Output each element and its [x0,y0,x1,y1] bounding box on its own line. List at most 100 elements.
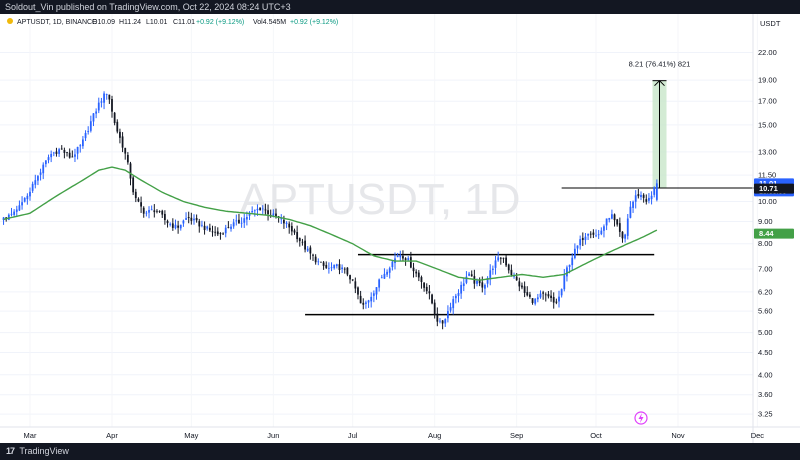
candle-body [103,93,105,103]
candle-body [111,99,113,112]
candle-body [142,207,145,214]
candle-body [362,302,365,305]
candle-body [592,232,595,235]
candle-body [92,113,95,122]
time-tick-label: Mar [24,431,37,440]
candle-body [290,226,293,232]
candle-body [327,267,330,269]
candle-body [613,214,616,221]
candle-body [579,239,582,246]
candle-body [224,227,227,234]
candle-body [441,320,444,324]
time-tick-label: Jul [348,431,358,440]
candle-body [116,121,119,132]
candle-body [486,278,489,284]
candle-body [383,273,386,279]
candle-body [539,293,542,298]
price-tick-label: 5.00 [758,328,773,337]
candle-body [409,257,412,268]
candle-body [15,209,18,212]
candle-body [478,279,481,284]
candle-body [285,222,288,224]
candle-body [357,287,359,295]
candle-body [232,222,235,227]
time-tick-label: Apr [106,431,118,440]
candle-body [283,219,285,224]
candle-body [126,154,129,163]
candle-body [248,213,251,216]
candle-body [121,136,124,148]
candle-body [621,231,624,239]
candle-body [333,264,336,269]
candle-body [404,258,407,260]
candle-body [420,277,423,283]
candle-body [558,296,560,302]
candle-body [47,157,50,161]
measure-label: 8.21 (76.41%) 821 [629,60,691,69]
price-tick-label: 3.25 [758,410,773,419]
candle-body [171,223,174,228]
candle-body [84,133,87,139]
candle-body [341,267,344,270]
candle-body [42,164,45,174]
candle-body [431,294,433,304]
legend-open: O10.09 [92,19,115,26]
candle-body [589,233,592,235]
candle-body [576,245,579,249]
candle-body [573,248,576,259]
level-price-tag-bg [754,183,794,194]
time-axis[interactable]: Mar Apr May Jun Jul Aug Sep Oct Nov Dec [0,426,800,440]
candle-body [507,264,510,271]
candle-body [74,154,76,157]
candle-body [190,217,193,221]
candle-body [547,294,550,297]
candle-body [515,276,518,281]
candle-body [447,311,449,319]
price-tick-label: 4.50 [758,348,773,357]
ma-price-tag-bg [754,228,794,239]
candle-body [18,205,21,211]
candle-body [63,149,66,153]
candle-body [206,226,209,229]
candle-body [26,195,29,200]
candle-body [261,208,264,210]
candle-body [634,195,637,202]
candle-body [449,307,452,311]
candle-body [481,282,484,288]
candle-body [462,283,465,286]
candle-body [222,233,224,235]
time-tick-label: Nov [671,431,685,440]
candle-body [470,274,473,277]
candle-body [581,237,584,241]
candle-body [288,223,291,228]
ma-price-tag-value: 8.44 [759,229,774,238]
price-tags: 11.0118:35:0610.718.44 [754,178,794,239]
candle-body [380,277,383,279]
candle-body [227,227,230,228]
alert-bolt-icon[interactable] [634,411,648,425]
candle-body [306,248,309,251]
candle-body [100,101,103,103]
candle-body [243,218,246,223]
candle-body [29,191,31,197]
candle-body [37,176,39,181]
candle-body [423,282,426,288]
time-tick-label: May [184,431,198,440]
candle-body [34,180,37,185]
candle-body [108,94,111,100]
candle-body [253,210,256,212]
price-axis[interactable]: 22.00 19.00 17.00 15.00 13.00 11.50 10.00 9.00 8… [752,14,777,443]
candle-body [439,320,441,322]
price-chart[interactable]: APTUSDT, 1D APTUSDT, 1D, BINANCE O10.09 … [0,14,800,443]
candle-body [648,197,650,201]
candle-body [600,230,603,235]
candle-body [611,214,613,219]
candle-body [132,177,135,193]
candle-body [468,273,470,276]
candle-body [637,194,640,197]
price-tick-label: 7.00 [758,264,773,273]
candle-body [137,198,140,202]
candle-body [534,298,537,304]
candle-body [60,148,63,150]
